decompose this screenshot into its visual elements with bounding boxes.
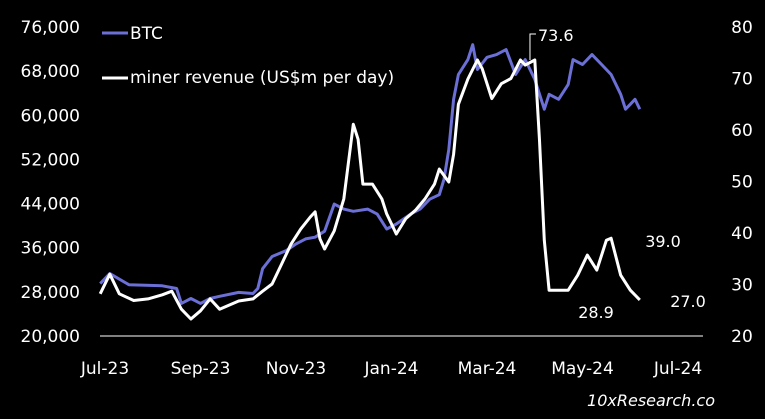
x-tick-label: Jul-24 <box>653 359 702 379</box>
right-tick-label: 30 <box>731 276 753 296</box>
x-tick-label: Jan-24 <box>364 359 419 379</box>
right-tick-label: 40 <box>731 224 753 244</box>
miner-revenue-line <box>98 58 641 321</box>
x-tick-label: Nov-23 <box>266 359 327 379</box>
right-tick-label: 50 <box>731 173 753 193</box>
x-tick-label: Sep-23 <box>171 359 231 379</box>
series-layer <box>98 43 642 321</box>
left-tick-label: 68,000 <box>21 62 80 82</box>
annotations: 73.6 39.0 28.9 27.0 <box>529 26 706 322</box>
left-axis-ticks: 20,000 28,000 36,000 44,000 52,000 60,000 68,0… <box>21 18 80 347</box>
annotation-label: 27.0 <box>670 292 706 311</box>
legend-miner-label: miner revenue (US$m per day) <box>130 68 394 88</box>
right-tick-label: 80 <box>731 18 753 38</box>
right-tick-label: 20 <box>731 327 753 347</box>
right-tick-label: 60 <box>731 121 753 141</box>
left-tick-label: 52,000 <box>21 150 80 170</box>
btc-line <box>99 43 642 305</box>
legend: BTC miner revenue (US$m per day) <box>102 24 394 88</box>
right-axis-ticks: 20 30 40 50 60 70 80 <box>731 18 753 347</box>
left-tick-label: 20,000 <box>21 327 80 347</box>
left-tick-label: 28,000 <box>21 283 80 303</box>
annotation-label: 73.6 <box>538 26 574 45</box>
x-tick-label: Mar-24 <box>458 359 517 379</box>
x-axis-ticks: Jul-23 Sep-23 Nov-23 Jan-24 Mar-24 May-24 Jul-… <box>80 359 702 379</box>
left-tick-label: 60,000 <box>21 106 80 126</box>
annotation-label: 28.9 <box>578 303 614 322</box>
left-tick-label: 36,000 <box>21 239 80 259</box>
legend-btc-label: BTC <box>130 24 163 44</box>
x-tick-label: Jul-23 <box>80 359 129 379</box>
right-tick-label: 70 <box>731 70 753 90</box>
left-tick-label: 44,000 <box>21 195 80 215</box>
left-tick-label: 76,000 <box>21 18 80 38</box>
x-tick-label: May-24 <box>551 359 614 379</box>
source-credit: 10xResearch.co <box>587 391 715 410</box>
annotation-label: 39.0 <box>645 232 681 251</box>
annotation-leader-line <box>529 33 536 60</box>
